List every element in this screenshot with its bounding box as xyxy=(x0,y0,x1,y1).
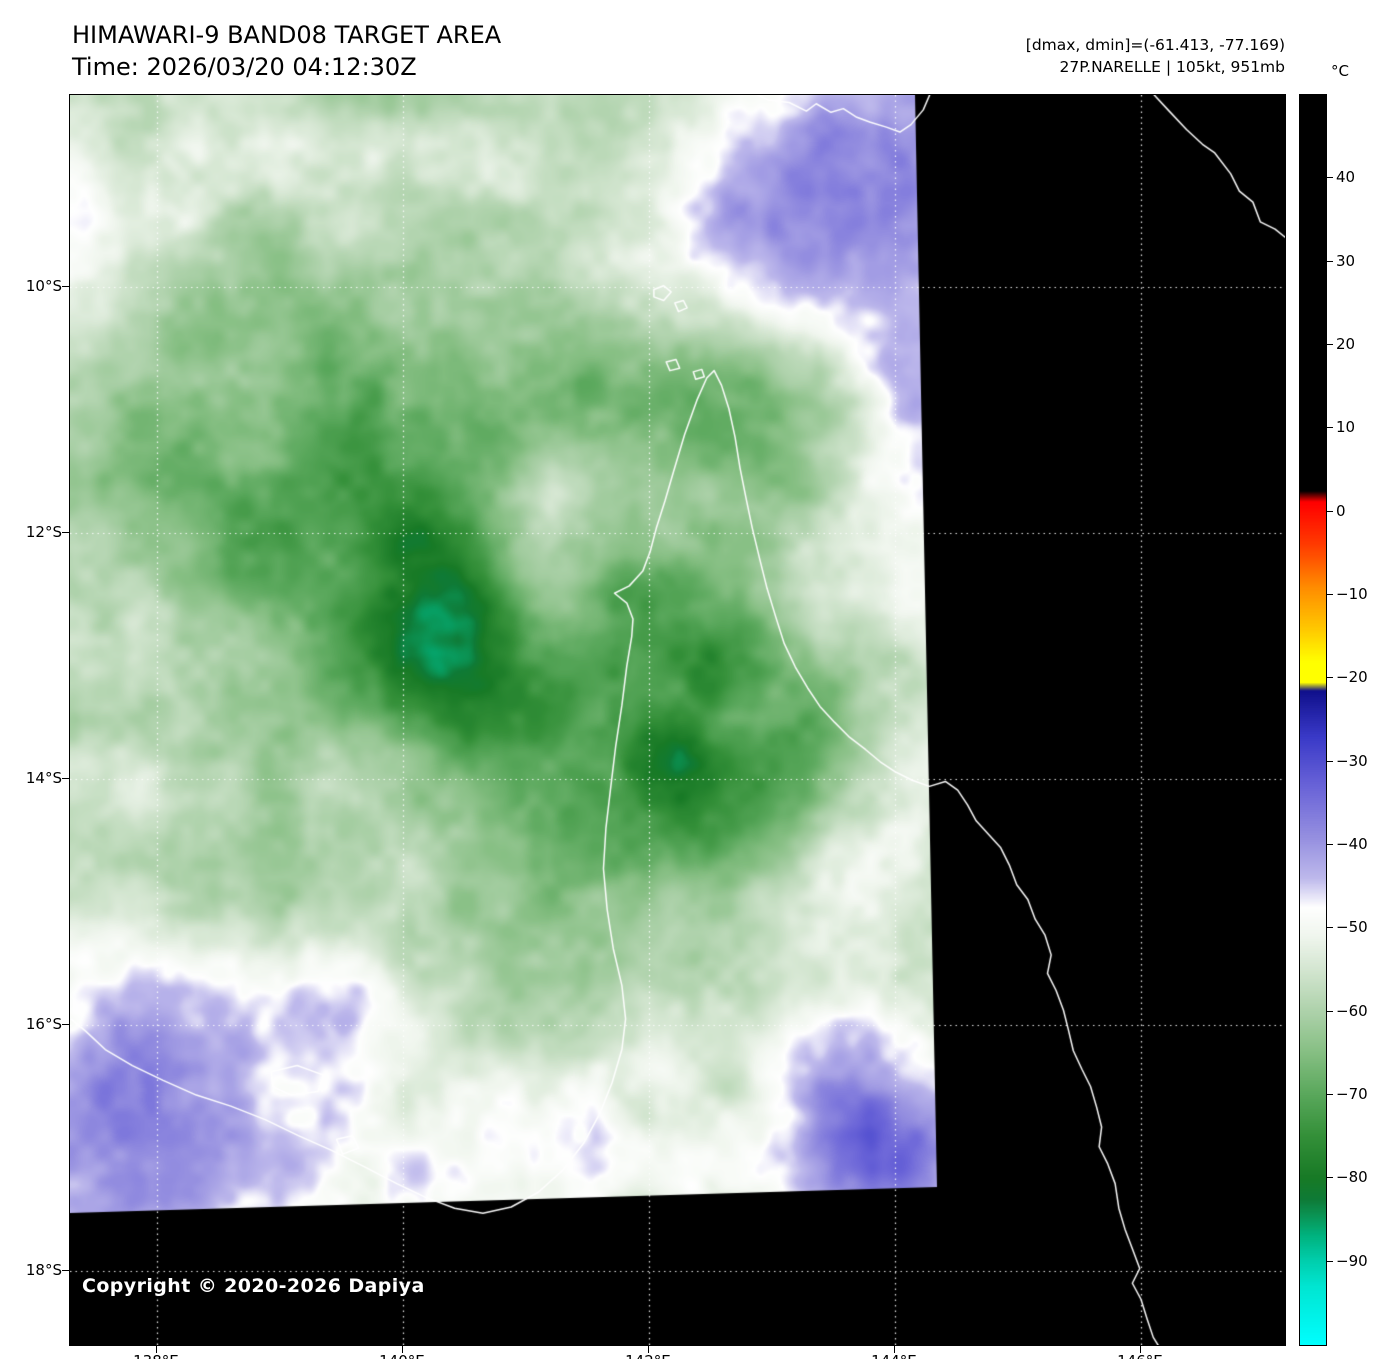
lat-tick-label: 18°S xyxy=(25,1260,62,1279)
colorbar-tick-mark xyxy=(1327,344,1333,345)
colorbar-tick-mark xyxy=(1327,927,1333,929)
lon-tick-label: 146°E xyxy=(1100,1351,1180,1359)
colorbar-tick-label: −70 xyxy=(1336,1085,1368,1103)
copyright-text: Copyright © 2020-2026 Dapiya xyxy=(82,1275,425,1297)
colorbar-tick-label: −90 xyxy=(1336,1251,1368,1270)
colorbar-tick-mark xyxy=(1327,1260,1333,1262)
lat-tick-mark xyxy=(62,1023,69,1025)
lon-tick-label: 140°E xyxy=(362,1351,442,1359)
colorbar-tick-mark xyxy=(1327,677,1333,679)
satellite-imagery-canvas xyxy=(70,95,1285,1345)
colorbar-tick-mark xyxy=(1327,510,1333,512)
lat-tick-mark xyxy=(62,1269,69,1271)
colorbar-tick-mark xyxy=(1327,1010,1333,1012)
page-title: HIMAWARI-9 BAND08 TARGET AREA xyxy=(72,21,502,49)
colorbar-unit-label: °C xyxy=(1331,62,1349,80)
lat-tick-mark xyxy=(62,777,69,779)
colorbar-tick-label: 20 xyxy=(1336,335,1356,353)
colorbar-tick-mark xyxy=(1327,427,1333,429)
colorbar-tick-label: −60 xyxy=(1336,1001,1368,1020)
lat-tick-label: 14°S xyxy=(25,768,62,787)
lon-tick-mark xyxy=(401,1346,403,1353)
colorbar-tick-label: −50 xyxy=(1336,918,1368,937)
lon-tick-mark xyxy=(893,1346,895,1353)
colorbar-tick-mark xyxy=(1327,1177,1333,1179)
colorbar-tick-mark xyxy=(1327,760,1333,762)
lon-tick-label: 144°E xyxy=(854,1351,934,1359)
colorbar-tick-label: −40 xyxy=(1336,835,1368,853)
lon-tick-label: 142°E xyxy=(608,1351,688,1359)
header-right: [dmax, dmin]=(-61.413, -77.169) 27P.NARE… xyxy=(1026,34,1285,79)
colorbar-tick-label: −80 xyxy=(1336,1168,1368,1187)
lon-tick-mark xyxy=(155,1346,157,1353)
lat-tick-label: 16°S xyxy=(25,1014,62,1033)
map-frame: Copyright © 2020-2026 Dapiya xyxy=(69,94,1286,1346)
storm-readout: 27P.NARELLE | 105kt, 951mb xyxy=(1059,58,1286,77)
lat-tick-label: 10°S xyxy=(25,276,62,295)
lon-tick-mark xyxy=(647,1346,649,1353)
header-left: HIMAWARI-9 BAND08 TARGET AREA Time: 2026… xyxy=(72,20,501,83)
colorbar-tick-label: 40 xyxy=(1336,168,1356,187)
dmax-dmin-readout: [dmax, dmin]=(-61.413, -77.169) xyxy=(1025,36,1285,54)
lat-tick-mark xyxy=(62,285,69,287)
colorbar-tick-mark xyxy=(1327,1094,1333,1095)
colorbar-gradient xyxy=(1299,94,1327,1346)
colorbar-tick-mark xyxy=(1327,260,1333,262)
lat-tick-mark xyxy=(62,531,69,533)
colorbar-tick-label: 30 xyxy=(1336,251,1356,270)
colorbar-tick-label: −30 xyxy=(1336,751,1368,770)
lon-tick-mark xyxy=(1139,1346,1141,1353)
colorbar-tick-mark xyxy=(1327,594,1333,595)
colorbar-tick-mark xyxy=(1327,844,1333,845)
lat-tick-label: 12°S xyxy=(25,522,62,541)
timestamp: Time: 2026/03/20 04:12:30Z xyxy=(72,52,417,81)
colorbar-tick-label: −10 xyxy=(1336,585,1368,603)
colorbar-tick-label: 0 xyxy=(1336,501,1346,520)
colorbar-tick-label: −20 xyxy=(1336,668,1368,687)
colorbar-tick-label: 10 xyxy=(1336,418,1356,437)
lon-tick-label: 138°E xyxy=(116,1351,196,1359)
colorbar-tick-mark xyxy=(1327,177,1333,179)
